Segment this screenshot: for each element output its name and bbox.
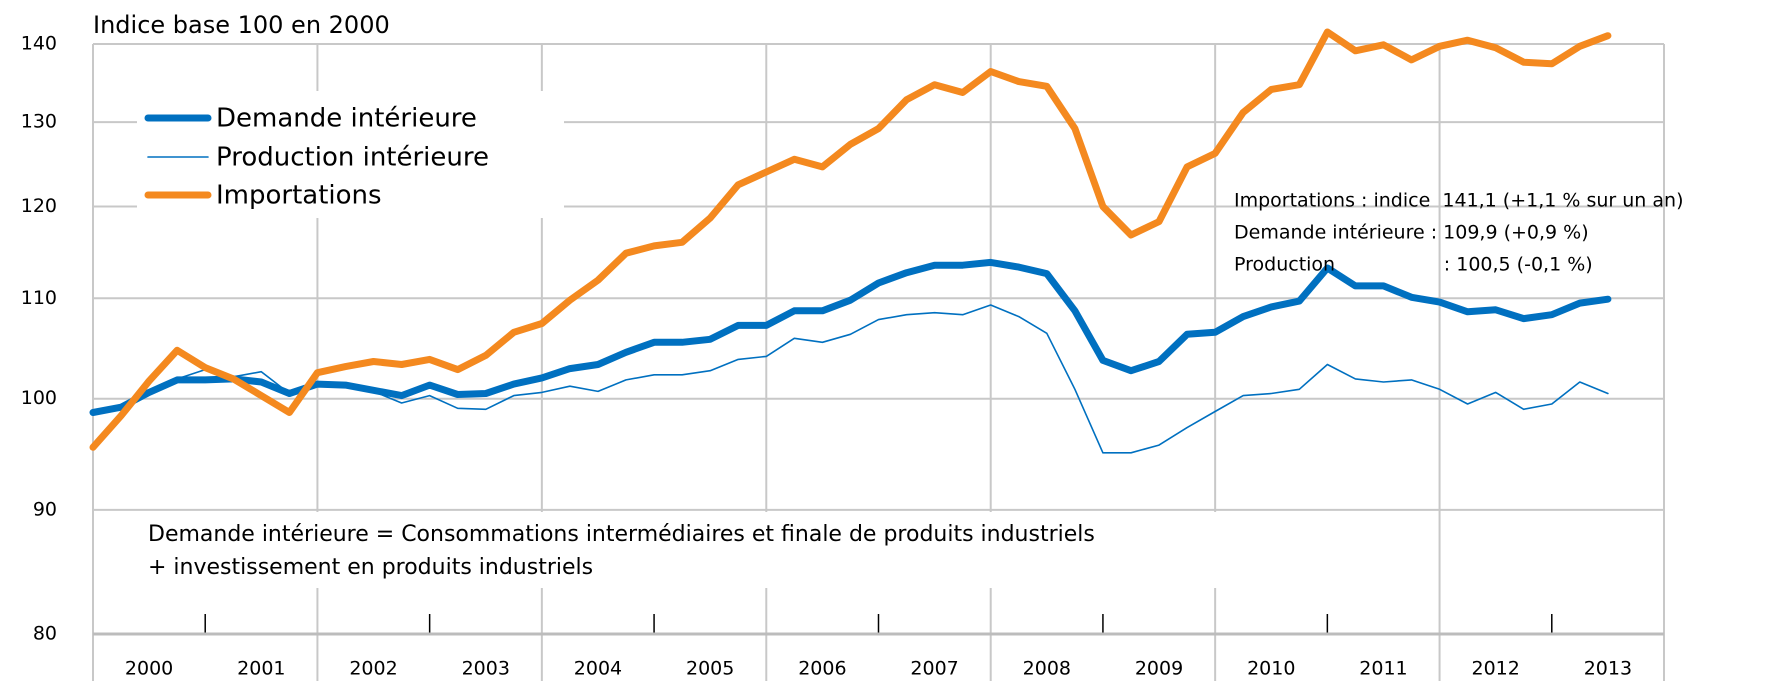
y-tick-label: 90 — [33, 498, 57, 520]
x-tick-label: 2003 — [462, 658, 510, 680]
x-tick-label: 2010 — [1247, 658, 1295, 680]
series-line — [89, 258, 1612, 416]
x-tick-label: 2011 — [1359, 658, 1407, 680]
y-tick-label: 110 — [21, 287, 57, 309]
annotation: Production : 100,5 (-0,1 %) — [1234, 254, 1593, 276]
note-box — [137, 512, 1321, 588]
series-line — [89, 28, 1612, 451]
annotation: Importations : indice 141,1 (+1,1 % sur … — [1234, 190, 1683, 212]
legend-label: Demande intérieure — [216, 104, 477, 134]
note: Demande intérieure = Consommations inter… — [148, 522, 1095, 547]
x-tick-label: 2008 — [1023, 658, 1071, 680]
chart-title: Indice base 100 en 2000 — [93, 11, 390, 39]
x-tick-label: 2006 — [798, 658, 846, 680]
x-tick-label: 2004 — [574, 658, 622, 680]
legend-label: Production intérieure — [216, 143, 489, 173]
x-tick-label: 2009 — [1135, 658, 1183, 680]
x-tick-label: 2000 — [125, 658, 173, 680]
x-tick-label: 2007 — [910, 658, 958, 680]
x-tick-label: 2002 — [349, 658, 397, 680]
legend-label: Importations — [216, 181, 382, 211]
annotation: Demande intérieure : 109,9 (+0,9 %) — [1234, 222, 1589, 244]
x-tick-label: 2012 — [1471, 658, 1519, 680]
x-tick-label: 2001 — [237, 658, 285, 680]
x-tick-label: 2013 — [1584, 658, 1632, 680]
y-tick-label: 120 — [21, 195, 57, 217]
note: + investissement en produits industriels — [148, 555, 593, 580]
series-line — [92, 304, 1609, 454]
y-tick-label: 140 — [21, 33, 57, 55]
x-tick-label: 2005 — [686, 658, 734, 680]
y-tick-label: 100 — [21, 387, 57, 409]
y-tick-label: 130 — [21, 111, 57, 133]
y-tick-label: 80 — [33, 623, 57, 645]
